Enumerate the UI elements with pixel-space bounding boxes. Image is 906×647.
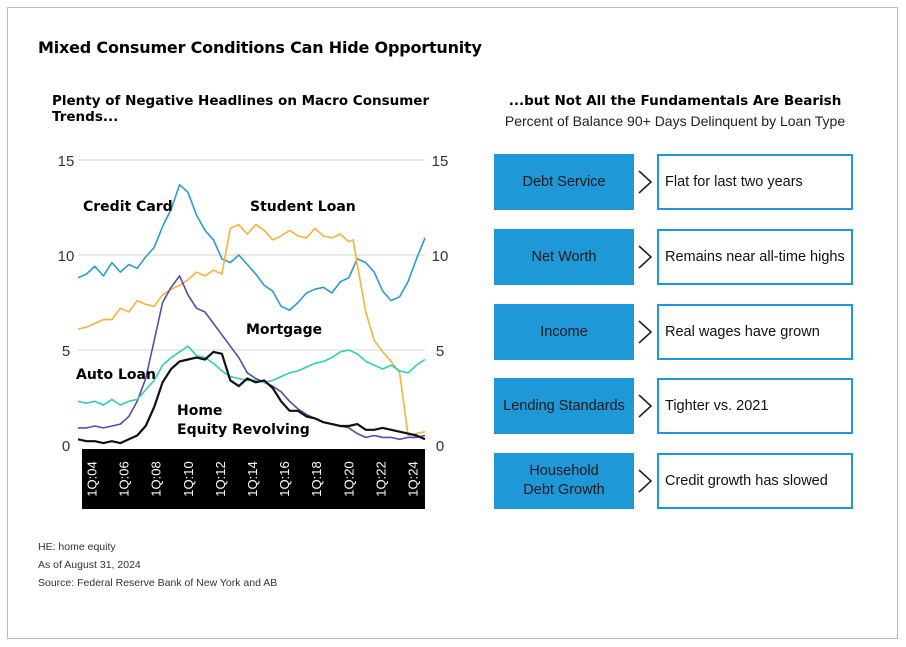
x-tick-label: 1Q:14 xyxy=(245,461,260,496)
y-tick-label-right: 0 xyxy=(436,438,444,455)
figure-title: Mixed Consumer Conditions Can Hide Oppor… xyxy=(38,38,482,57)
series-line-credit-card xyxy=(77,183,426,311)
y-tick-label-right: 15 xyxy=(432,153,449,170)
fundamentals-subtitle: Percent of Balance 90+ Days Delinquent b… xyxy=(504,113,846,129)
x-tick-label: 1Q:16 xyxy=(277,461,292,496)
chevron-right-icon xyxy=(638,394,653,418)
x-axis-band xyxy=(82,449,425,509)
fundamental-label: Lending Standards xyxy=(494,378,634,434)
x-tick-label: 1Q:06 xyxy=(117,461,132,496)
fundamental-label: Net Worth xyxy=(494,229,634,285)
chevron-right-icon xyxy=(638,245,653,269)
figure-frame xyxy=(7,7,898,639)
fundamental-label: Debt Service xyxy=(494,154,634,210)
x-tick-label: 1Q:22 xyxy=(373,461,388,496)
series-label-auto-loan: Auto Loan xyxy=(76,367,156,383)
x-tick-label: 1Q:08 xyxy=(149,461,164,496)
y-tick-label-left: 0 xyxy=(62,438,70,455)
fundamental-label: Income xyxy=(494,304,634,360)
series-line-mortgage xyxy=(78,275,426,441)
fundamental-description: Tighter vs. 2021 xyxy=(657,378,853,434)
fundamental-description: Flat for last two years xyxy=(657,154,853,210)
fundamentals-title: ...but Not All the Fundamentals Are Bear… xyxy=(508,93,842,109)
fundamental-row: Lending Standards Tighter vs. 2021 xyxy=(494,378,854,434)
y-tick-label-left: 15 xyxy=(58,153,75,170)
y-tick-label-right: 10 xyxy=(432,248,449,265)
footnote-source: Source: Federal Reserve Bank of New York… xyxy=(38,577,278,589)
x-tick-label: 1Q:18 xyxy=(309,461,324,496)
series-label-student-loan: Student Loan xyxy=(250,199,356,215)
series-label-home-equity-line1: Home xyxy=(177,403,222,419)
chart-title: Plenty of Negative Headlines on Macro Co… xyxy=(52,93,430,125)
y-tick-label-left: 5 xyxy=(62,343,70,360)
fundamental-row: Income Real wages have grown xyxy=(494,304,854,360)
fundamental-row: Debt Service Flat for last two years xyxy=(494,154,854,210)
footnote-abbreviation: HE: home equity xyxy=(38,541,116,553)
series-line-student-loan xyxy=(77,223,426,437)
series-label-credit-card: Credit Card xyxy=(83,199,173,215)
fundamental-row: Net Worth Remains near all-time highs xyxy=(494,229,854,285)
footnote-date: As of August 31, 2024 xyxy=(38,559,141,571)
x-tick-label: 1Q:12 xyxy=(213,461,228,496)
y-tick-label-right: 5 xyxy=(436,343,444,360)
series-line-home-equity-revolving xyxy=(77,350,426,445)
fundamental-row: Household Debt Growth Credit growth has … xyxy=(494,453,854,509)
chevron-right-icon xyxy=(638,469,653,493)
x-tick-label: 1Q:10 xyxy=(181,461,196,496)
series-label-mortgage: Mortgage xyxy=(246,322,322,338)
x-tick-label: 1Q:24 xyxy=(406,461,421,496)
x-tick-label: 1Q:04 xyxy=(85,461,100,496)
fundamental-description: Remains near all-time highs xyxy=(657,229,853,285)
fundamental-description: Real wages have grown xyxy=(657,304,853,360)
fundamental-description: Credit growth has slowed xyxy=(657,453,853,509)
x-tick-label: 1Q:20 xyxy=(341,461,356,496)
series-label-home-equity-line2: Equity Revolving xyxy=(177,422,310,438)
chevron-right-icon xyxy=(638,170,653,194)
y-tick-label-left: 10 xyxy=(58,248,75,265)
fundamental-label: Household Debt Growth xyxy=(494,453,634,509)
chevron-right-icon xyxy=(638,320,653,344)
